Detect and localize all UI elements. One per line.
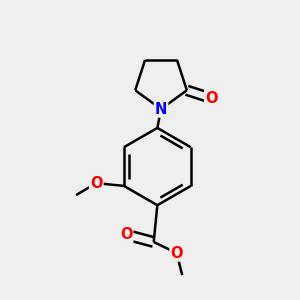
Text: O: O <box>170 246 183 261</box>
Text: O: O <box>120 227 132 242</box>
Text: O: O <box>90 176 103 190</box>
Text: O: O <box>205 91 218 106</box>
Text: N: N <box>155 102 167 117</box>
